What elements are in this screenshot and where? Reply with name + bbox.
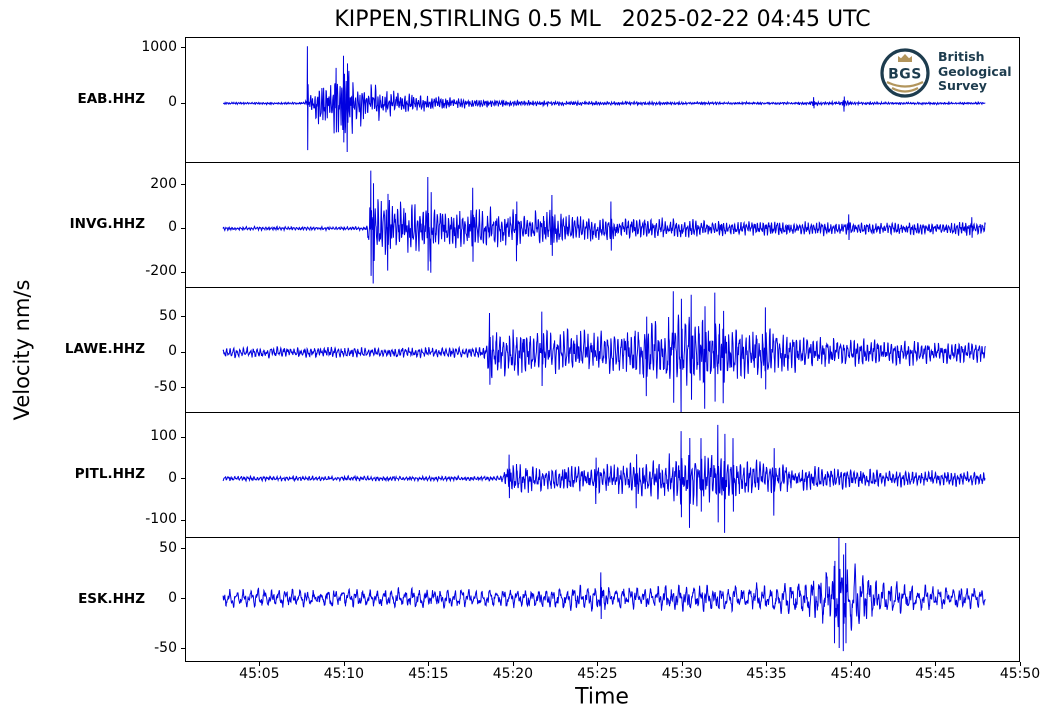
seismic-trace bbox=[223, 46, 986, 153]
y-tick-label: 200 bbox=[150, 176, 177, 192]
seismic-trace bbox=[222, 424, 986, 533]
y-tick-mark bbox=[181, 478, 185, 479]
x-tick-mark bbox=[428, 662, 429, 666]
y-tick-label: -200 bbox=[145, 263, 177, 279]
y-tick-mark bbox=[181, 648, 185, 649]
y-tick-mark bbox=[181, 228, 185, 229]
waveform-plot bbox=[222, 170, 986, 284]
y-tick-mark bbox=[181, 598, 185, 599]
x-tick-label: 45:50 bbox=[999, 666, 1041, 682]
x-tick-label: 45:05 bbox=[239, 666, 280, 682]
y-tick-mark bbox=[181, 352, 185, 353]
x-tick-mark bbox=[513, 662, 514, 666]
x-tick-label: 45:25 bbox=[577, 666, 618, 682]
x-tick-mark bbox=[851, 662, 852, 666]
x-tick-label: 45:15 bbox=[408, 666, 449, 682]
y-tick-label: 50 bbox=[159, 308, 177, 324]
station-label: INVG.HHZ bbox=[69, 215, 145, 232]
y-tick-mark bbox=[181, 520, 185, 521]
bgs-abbr: BGS bbox=[888, 67, 922, 83]
y-tick-mark bbox=[181, 548, 185, 549]
station-label: ESK.HHZ bbox=[78, 590, 145, 607]
x-tick-mark bbox=[935, 662, 936, 666]
chart-title: KIPPEN,STIRLING 0.5 ML 2025-02-22 04:45 … bbox=[334, 7, 871, 32]
bgs-logo-text-line: British bbox=[938, 49, 985, 65]
bgs-logo-text: British Geological Survey bbox=[938, 50, 1012, 94]
y-tick-label: -50 bbox=[154, 379, 177, 395]
x-axis-label: Time bbox=[575, 684, 629, 710]
y-tick-label: 1000 bbox=[141, 39, 177, 55]
x-tick-label: 45:35 bbox=[746, 666, 787, 682]
y-tick-label: 0 bbox=[168, 94, 177, 110]
station-label: PITL.HHZ bbox=[74, 465, 145, 482]
bgs-logo: BGS British Geological Survey bbox=[878, 45, 1020, 99]
y-tick-mark bbox=[181, 103, 185, 104]
x-tick-mark bbox=[259, 662, 260, 666]
x-tick-mark bbox=[766, 662, 767, 666]
y-tick-label: 0 bbox=[168, 470, 177, 486]
x-tick-mark bbox=[344, 662, 345, 666]
x-tick-mark bbox=[1020, 662, 1021, 666]
y-tick-label: 100 bbox=[150, 428, 177, 444]
trace-panel-esk-hhz bbox=[185, 537, 1020, 662]
y-tick-label: 0 bbox=[168, 343, 177, 359]
y-tick-mark bbox=[181, 387, 185, 388]
x-tick-label: 45:30 bbox=[661, 666, 703, 682]
bgs-waves-icon bbox=[891, 87, 919, 93]
trace-panel-eab-hhz bbox=[185, 37, 1020, 162]
x-tick-label: 45:40 bbox=[830, 666, 872, 682]
bgs-logo-text-line: Geological bbox=[938, 63, 1012, 79]
y-tick-mark bbox=[181, 47, 185, 48]
y-tick-label: 50 bbox=[159, 540, 177, 556]
y-tick-mark bbox=[181, 272, 185, 273]
seismic-trace bbox=[222, 538, 986, 652]
trace-panel-lawe-hhz bbox=[185, 287, 1020, 412]
waveform-plot bbox=[222, 291, 986, 412]
waveform-plot bbox=[223, 46, 986, 153]
y-tick-mark bbox=[181, 437, 185, 438]
y-tick-label: 0 bbox=[168, 590, 177, 606]
waveform-plot bbox=[222, 538, 986, 652]
x-tick-label: 45:45 bbox=[915, 666, 956, 682]
bgs-waves-icon bbox=[886, 81, 924, 88]
x-tick-label: 45:20 bbox=[492, 666, 534, 682]
bgs-logo-badge: BGS bbox=[880, 48, 930, 98]
station-label: EAB.HHZ bbox=[77, 90, 145, 107]
x-tick-label: 45:10 bbox=[323, 666, 365, 682]
y-tick-label: 0 bbox=[168, 219, 177, 235]
x-tick-mark bbox=[682, 662, 683, 666]
trace-panel-pitl-hhz bbox=[185, 412, 1020, 537]
y-tick-mark bbox=[181, 184, 185, 185]
x-tick-mark bbox=[597, 662, 598, 666]
y-tick-label: -100 bbox=[145, 511, 177, 527]
y-tick-label: -50 bbox=[154, 640, 177, 656]
waveform-plot bbox=[222, 424, 986, 533]
seismic-trace bbox=[222, 291, 986, 412]
seismic-trace bbox=[222, 170, 986, 284]
station-label: LAWE.HHZ bbox=[64, 340, 145, 357]
y-tick-mark bbox=[181, 316, 185, 317]
trace-panel-invg-hhz bbox=[185, 162, 1020, 287]
bgs-logo-text-line: Survey bbox=[938, 78, 987, 94]
bgs-logo-ring bbox=[880, 48, 930, 98]
bgs-crown-icon bbox=[898, 54, 912, 62]
